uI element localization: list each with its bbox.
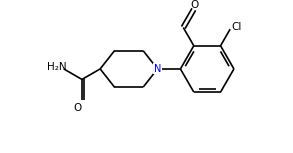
Text: O: O	[73, 103, 81, 113]
Text: O: O	[191, 0, 199, 10]
Text: H₂N: H₂N	[47, 62, 67, 72]
Text: Cl: Cl	[231, 22, 242, 32]
Text: N: N	[154, 64, 161, 74]
